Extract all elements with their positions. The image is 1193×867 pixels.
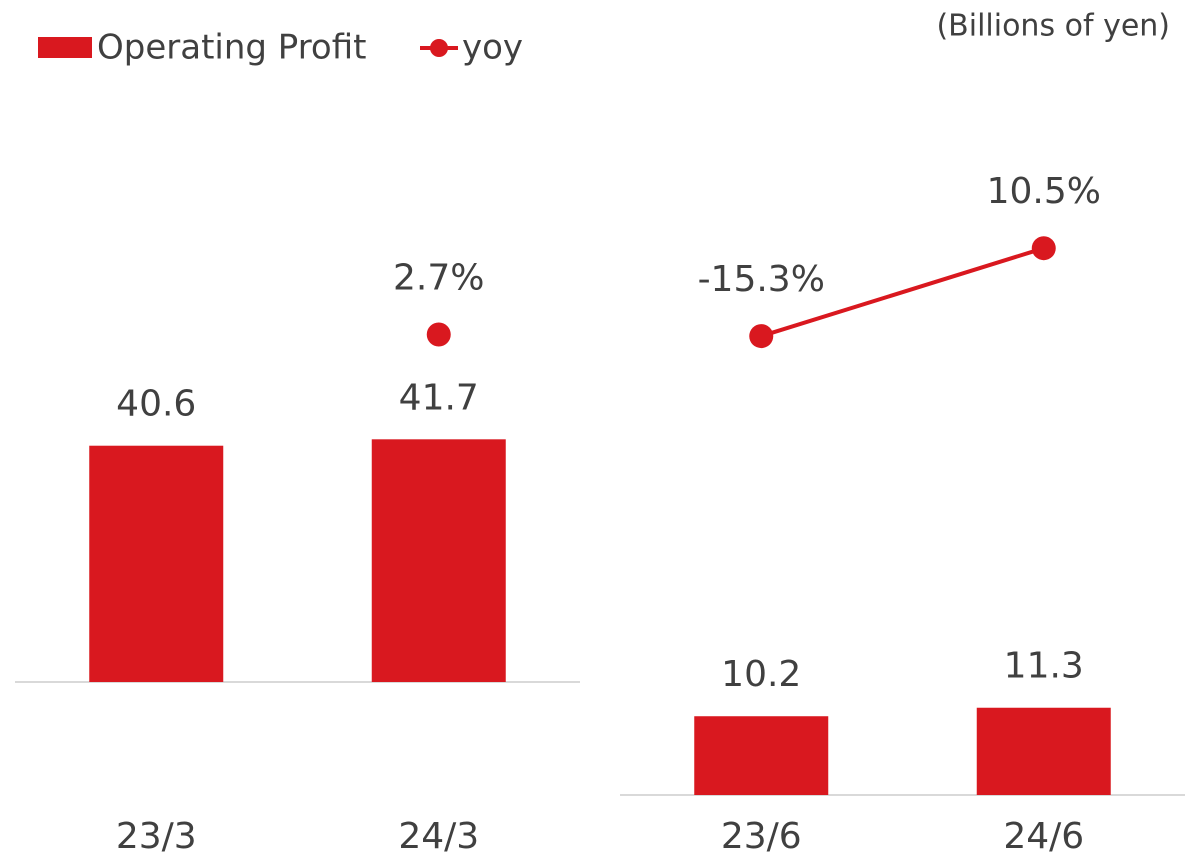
data-label: 41.7 bbox=[399, 377, 479, 418]
data-label: 2.7% bbox=[393, 257, 484, 298]
bar bbox=[89, 445, 224, 682]
legend-swatch bbox=[38, 37, 92, 58]
legend-label: yoy bbox=[462, 28, 523, 68]
units-label: (Billions of yen) bbox=[936, 9, 1170, 44]
legend-label: Operating Profit bbox=[97, 28, 366, 68]
data-label: 40.6 bbox=[116, 384, 196, 425]
bar bbox=[371, 439, 506, 682]
data-label: 11.3 bbox=[1004, 646, 1084, 687]
data-label: -15.3% bbox=[698, 259, 825, 300]
data-label: 10.2 bbox=[721, 654, 801, 695]
x-tick-label: 24/6 bbox=[1003, 816, 1084, 857]
bar bbox=[694, 716, 829, 795]
line bbox=[760, 246, 1045, 339]
x-tick-label: 24/3 bbox=[398, 816, 479, 857]
x-tick-label: 23/3 bbox=[116, 816, 197, 857]
x-tick-label: 23/6 bbox=[721, 816, 802, 857]
legend-marker bbox=[430, 39, 448, 57]
line-point bbox=[426, 322, 451, 347]
line-point bbox=[1031, 236, 1056, 261]
bar bbox=[976, 707, 1111, 795]
data-label: 10.5% bbox=[987, 171, 1101, 212]
line-point bbox=[749, 324, 774, 349]
